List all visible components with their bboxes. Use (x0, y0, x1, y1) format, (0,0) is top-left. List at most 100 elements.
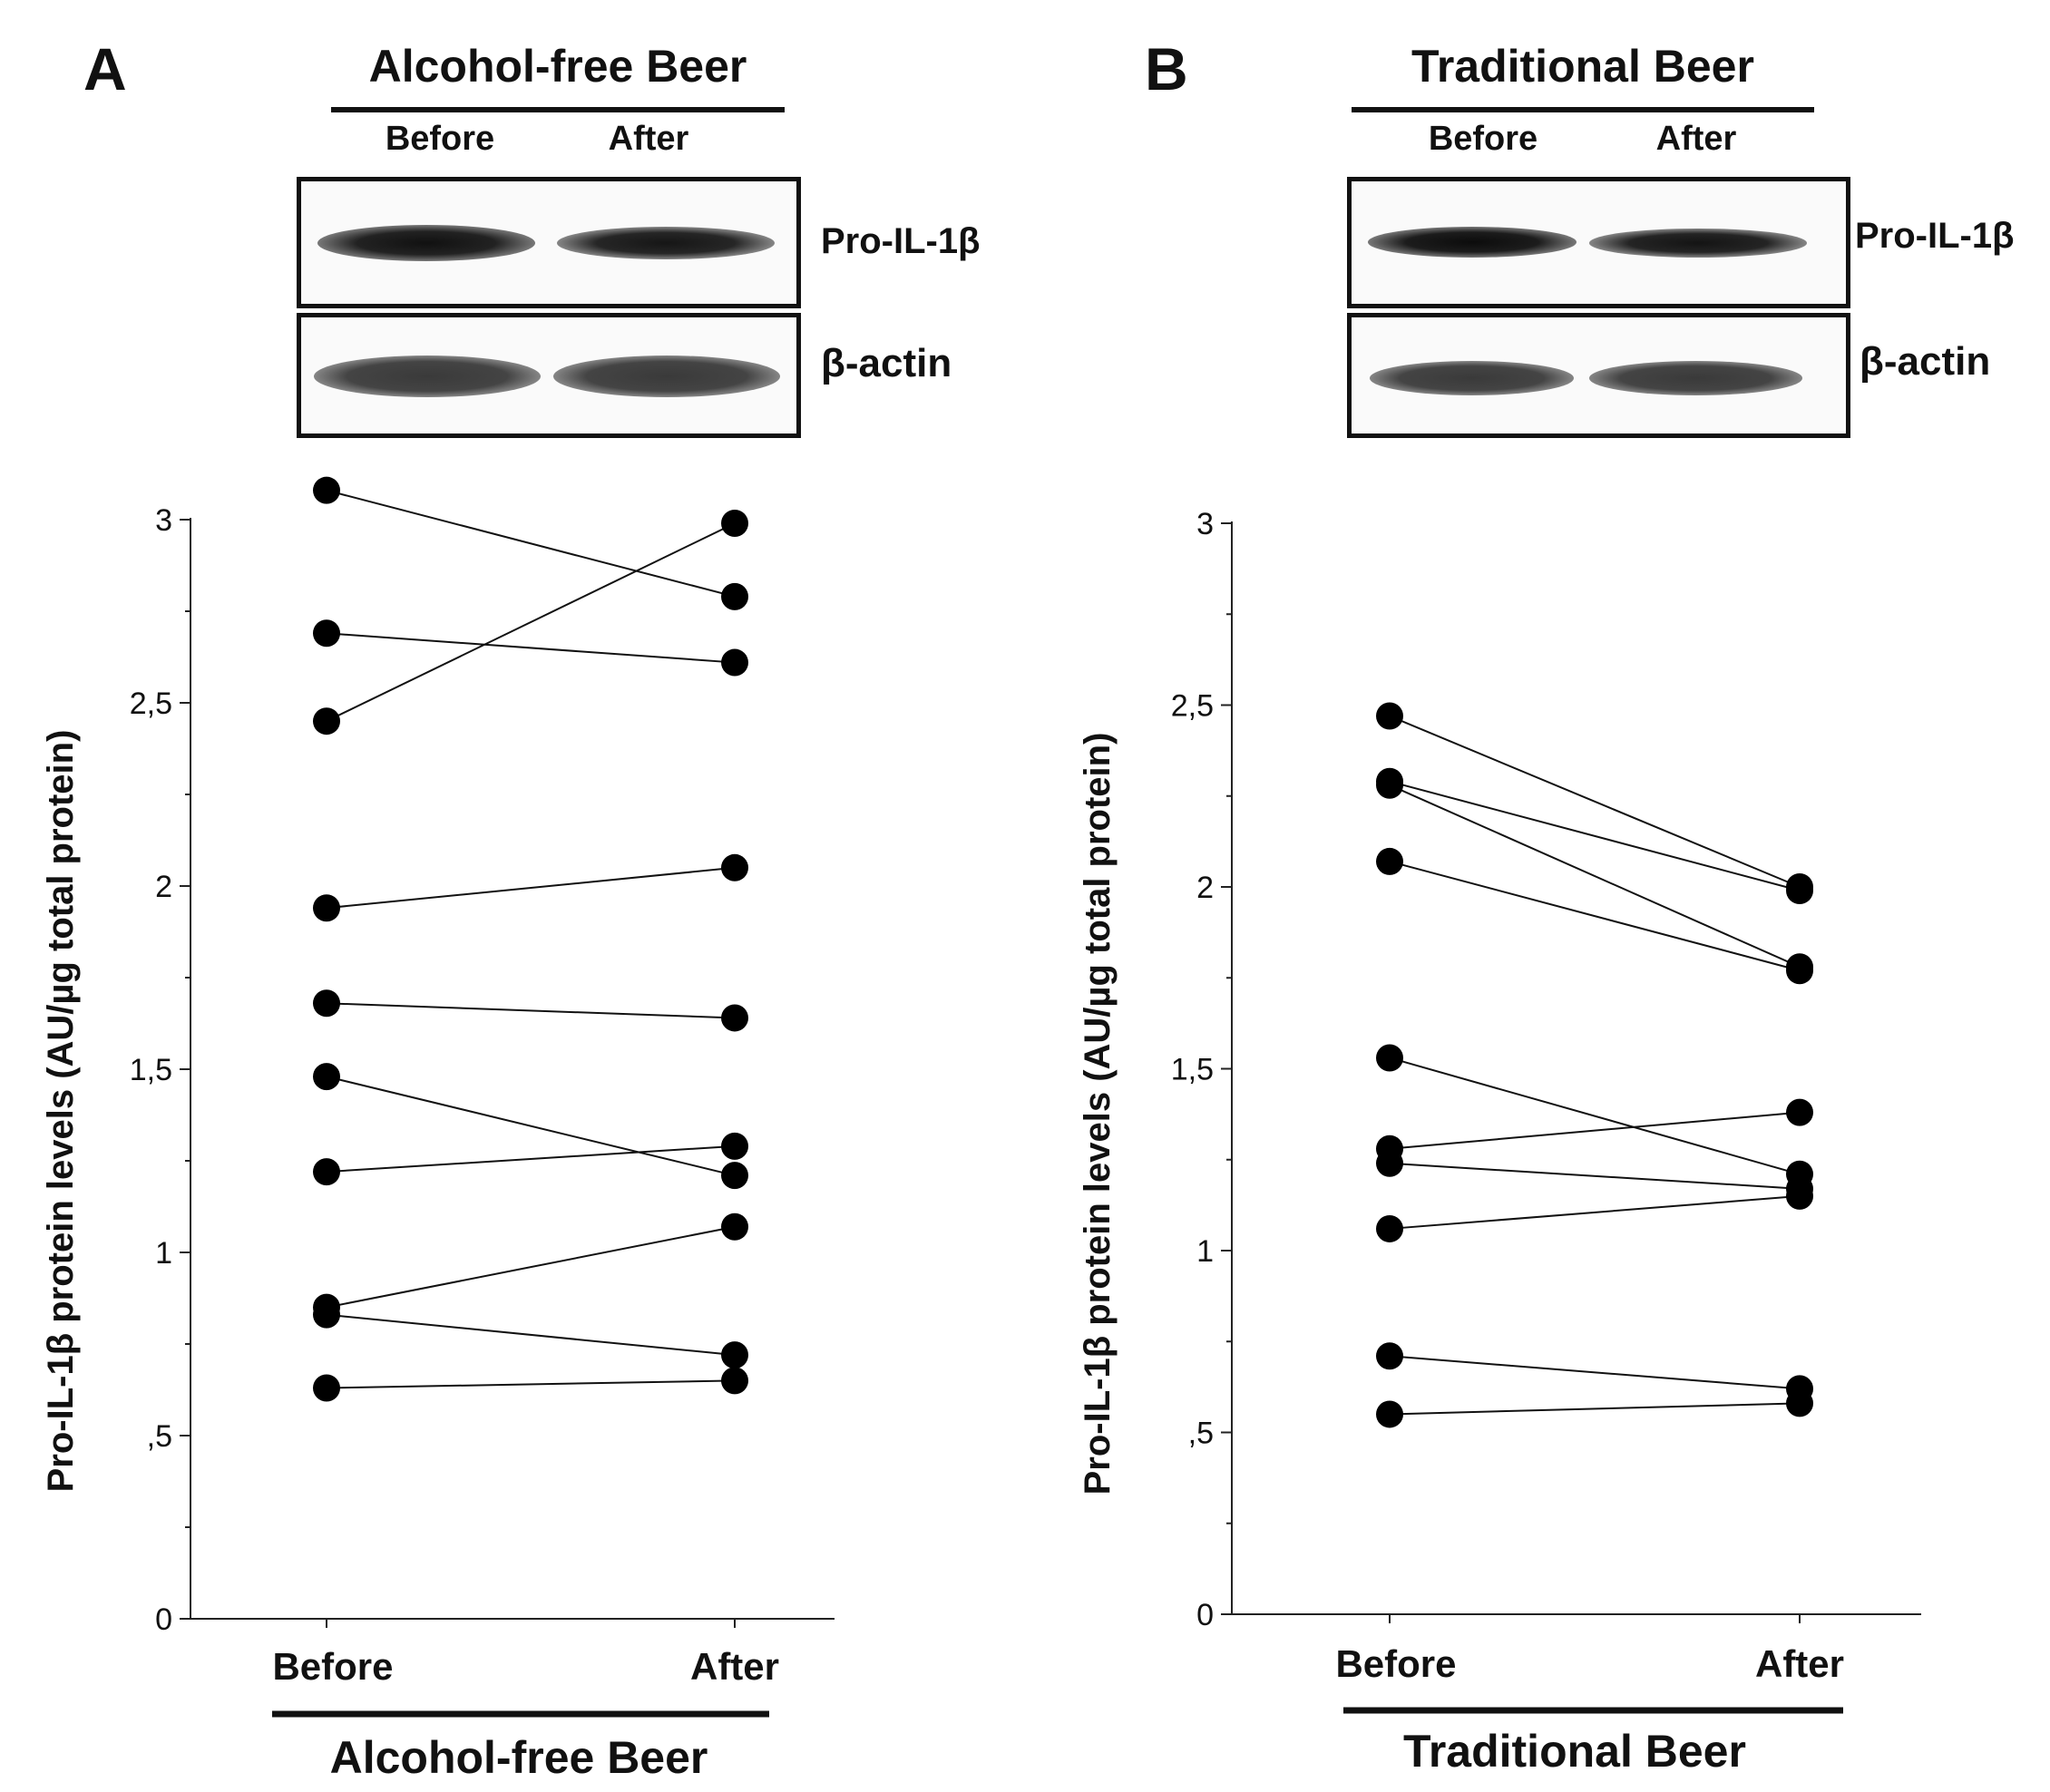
data-point-before (1376, 771, 1403, 799)
band-after (1589, 361, 1802, 395)
data-point-after (721, 1341, 748, 1369)
band-before (1368, 227, 1577, 258)
blot-pro-il1b (1347, 177, 1850, 308)
data-point-before (313, 989, 340, 1018)
data-point-before (313, 894, 340, 922)
y-tick-label: ,5 (147, 1419, 172, 1454)
data-point-after (721, 582, 748, 610)
blot-row-label: β-actin (821, 341, 952, 385)
y-tick-label: 2,5 (130, 687, 172, 721)
pair-line (326, 1076, 736, 1177)
x-tick-label-after: After (690, 1645, 779, 1688)
data-point-after (721, 510, 748, 538)
y-axis-label: Pro-IL-1β protein levels (AU/µg total pr… (41, 730, 81, 1493)
blot-row-label: Pro-IL-1β (821, 221, 981, 261)
y-tick-label: 2 (155, 870, 172, 904)
y-tick-label: 1,5 (130, 1053, 172, 1087)
blot-lane-after: After (608, 120, 689, 158)
pair-line (1389, 1194, 1801, 1230)
data-point-before (313, 476, 340, 504)
blot-lane-after: After (1655, 120, 1737, 158)
blot-lane-before: Before (1428, 120, 1538, 158)
pair-line (1389, 780, 1801, 891)
data-point-before (313, 707, 340, 735)
band-before (317, 225, 535, 261)
pair-line (1389, 1402, 1801, 1416)
panel-a: A Alcohol-free Beer Before After Pro-IL-… (41, 35, 981, 1783)
pair-line (1389, 1057, 1801, 1175)
y-tick-label: 3 (1196, 507, 1214, 541)
pair-line (1389, 860, 1801, 972)
pair-line (1389, 1355, 1801, 1390)
group-label: Traditional Beer (1403, 1726, 1746, 1777)
band-before (1370, 361, 1574, 395)
panel-b: B Traditional Beer Before After Pro-IL-1… (1025, 0, 2050, 1792)
pair-line (326, 522, 736, 723)
data-point-before (1376, 1342, 1403, 1370)
data-point-before (313, 1158, 340, 1186)
y-axis-label: Pro-IL-1β protein levels (AU/µg total pr… (1078, 733, 1118, 1495)
pair-line (326, 1225, 736, 1309)
data-point-before (1376, 1044, 1403, 1072)
band-after (557, 227, 775, 259)
band-after (553, 355, 780, 397)
blot-row-label: β-actin (1860, 339, 1991, 384)
blot-title-underline (1352, 107, 1814, 112)
band-after (1589, 229, 1807, 258)
y-tick-label: 1 (155, 1236, 172, 1271)
data-point-before (1376, 1149, 1403, 1177)
data-point-before (313, 619, 340, 648)
pair-line (326, 866, 736, 910)
blot-pro-il1b (297, 177, 801, 308)
data-point-before (313, 1374, 340, 1402)
pair-line (326, 1313, 736, 1357)
pair-line (326, 1144, 736, 1174)
data-point-after (1786, 1182, 1813, 1210)
blot-beta-actin (1347, 313, 1850, 438)
data-point-after (1786, 1098, 1813, 1126)
x-tick-label-after: After (1755, 1642, 1844, 1685)
pair-line (1389, 715, 1801, 888)
chart-a: 0 ,5 1 1,5 2 2,5 3 Before After Alcohol-free Beer… (41, 476, 835, 1783)
y-tick-label: 2 (1196, 871, 1214, 905)
pair-line (1389, 784, 1801, 969)
data-point-after (721, 853, 748, 881)
pair-line (326, 632, 736, 664)
pair-line (326, 1379, 736, 1389)
y-tick-label: 0 (1196, 1598, 1214, 1632)
data-point-after (721, 1132, 748, 1160)
pair-line (1389, 1111, 1801, 1150)
data-point-after (721, 1162, 748, 1190)
band-before (314, 355, 541, 397)
blot-lane-before: Before (385, 120, 495, 158)
y-tick-label: 1 (1196, 1234, 1214, 1269)
y-tick-label: 1,5 (1171, 1053, 1214, 1087)
data-point-after (1786, 877, 1813, 905)
y-tick-label: 3 (155, 503, 172, 538)
x-tick-label-before: Before (1335, 1642, 1456, 1685)
group-label: Alcohol-free Beer (330, 1732, 708, 1783)
data-point-before (1376, 702, 1403, 730)
x-tick-label-before: Before (272, 1645, 393, 1688)
blot-beta-actin (297, 313, 801, 438)
blot-title: Traditional Beer (1411, 41, 1754, 92)
data-point-before (1376, 1400, 1403, 1428)
data-point-before (1376, 847, 1403, 875)
data-point-after (1786, 957, 1813, 985)
data-point-after (721, 1004, 748, 1032)
data-point-before (313, 1300, 340, 1329)
y-tick-label: 0 (155, 1602, 172, 1637)
blot-title-underline (331, 107, 785, 112)
y-tick-label: ,5 (1188, 1417, 1214, 1451)
pair-line (1389, 1162, 1801, 1190)
panel-letter: B (1145, 35, 1188, 102)
y-tick-label: 2,5 (1171, 689, 1214, 724)
panel-letter: A (83, 35, 127, 102)
data-point-before (313, 1063, 340, 1091)
blot-row-label: Pro-IL-1β (1855, 216, 2015, 256)
pair-line (326, 489, 736, 598)
pair-line (326, 1002, 736, 1019)
blot-title: Alcohol-free Beer (368, 41, 747, 92)
data-point-after (721, 648, 748, 677)
